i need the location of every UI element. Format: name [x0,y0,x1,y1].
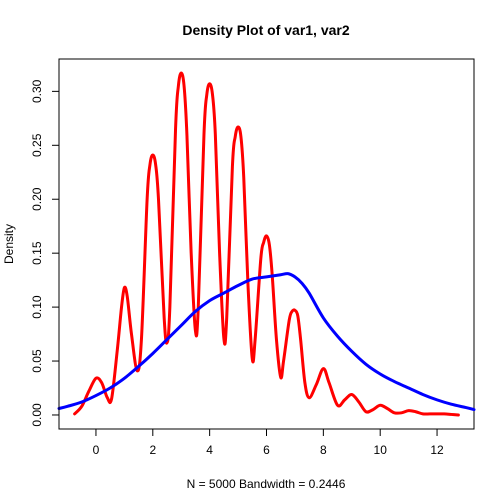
x-tick-label: 6 [263,443,270,457]
plot-frame [58,58,475,430]
density-curve-2 [57,272,476,412]
x-tick-label: 10 [374,443,388,457]
y-tick-label: 0.10 [30,295,44,319]
y-tick-label: 0.05 [30,349,44,373]
x-tick-label: 0 [93,443,100,457]
y-tick-label: 0.25 [30,133,44,157]
series-layer [57,71,476,417]
x-axis-label: N = 5000 Bandwidth = 0.2446 [187,477,346,491]
y-tick-label: 0.15 [30,241,44,265]
y-tick-label: 0.00 [30,403,44,427]
x-tick-label: 12 [430,443,444,457]
x-tick-label: 4 [206,443,213,457]
y-tick-label: 0.20 [30,187,44,211]
y-axis-label: Density [2,224,16,264]
x-axis: 0 2 4 6 8 10 12 [93,428,444,457]
x-tick-label: 8 [320,443,327,457]
y-axis: 0.00 0.05 0.10 0.15 0.20 0.25 0.30 [30,79,60,427]
density-curve-1 [73,71,460,417]
y-tick-label: 0.30 [30,79,44,103]
chart-title: Density Plot of var1, var2 [182,22,350,38]
x-tick-label: 2 [149,443,156,457]
